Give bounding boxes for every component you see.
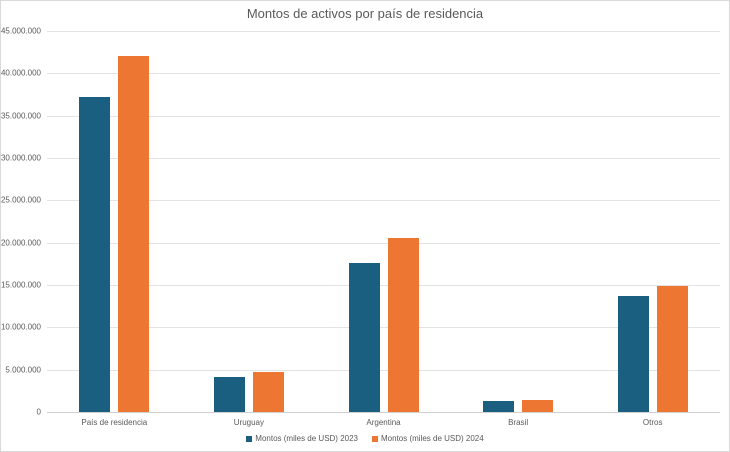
- y-tick-label: 30.000.000: [0, 153, 41, 163]
- y-tick-label: 35.000.000: [0, 111, 41, 121]
- bar-2024: [522, 399, 554, 412]
- legend-swatch-2023: [246, 435, 253, 442]
- bar-2024: [118, 55, 150, 412]
- gridline: [47, 370, 720, 371]
- legend-item-2024: Montos (miles de USD) 2024: [372, 434, 484, 443]
- gridline: [47, 31, 720, 32]
- gridline: [47, 243, 720, 244]
- y-tick-label: 40.000.000: [0, 68, 41, 78]
- bar-2024: [252, 372, 284, 412]
- y-tick-label: 45.000.000: [0, 26, 41, 36]
- bar-2024: [387, 237, 419, 412]
- gridline: [47, 116, 720, 117]
- legend-label-2024: Montos (miles de USD) 2024: [381, 434, 484, 443]
- x-tick-label: Argentina: [366, 418, 401, 427]
- chart-title: Montos de activos por país de residencia: [246, 6, 484, 21]
- gridline: [47, 327, 720, 328]
- y-tick-label: 5.000.000: [5, 365, 41, 375]
- gridline: [47, 73, 720, 74]
- bar-2023: [213, 377, 245, 412]
- bar-2023: [483, 400, 515, 412]
- y-tick-label: 20.000.000: [0, 238, 41, 248]
- gridline: [47, 158, 720, 159]
- y-tick-label: 25.000.000: [0, 195, 41, 205]
- x-tick-label: Otros: [642, 418, 663, 427]
- x-tick-label: Brasil: [508, 418, 529, 427]
- y-tick-label: 10.000.000: [0, 322, 41, 332]
- y-tick-label: 0: [36, 407, 41, 417]
- legend-item-2023: Montos (miles de USD) 2023: [246, 434, 358, 443]
- bar-2024: [656, 285, 688, 412]
- y-tick-label: 15.000.000: [0, 280, 41, 290]
- bar-2023: [617, 296, 649, 412]
- gridline: [47, 200, 720, 201]
- legend-swatch-2024: [372, 435, 378, 442]
- x-tick-label: Uruguay: [233, 418, 265, 427]
- bar-2023: [348, 262, 380, 412]
- x-tick-label: País de residencia: [81, 418, 148, 427]
- legend: Montos (miles de USD) 2023 Montos (miles…: [0, 434, 730, 443]
- gridline: [47, 412, 720, 413]
- legend-label-2023: Montos (miles de USD) 2023: [255, 434, 358, 443]
- bar-2023: [79, 97, 111, 412]
- gridline: [47, 285, 720, 286]
